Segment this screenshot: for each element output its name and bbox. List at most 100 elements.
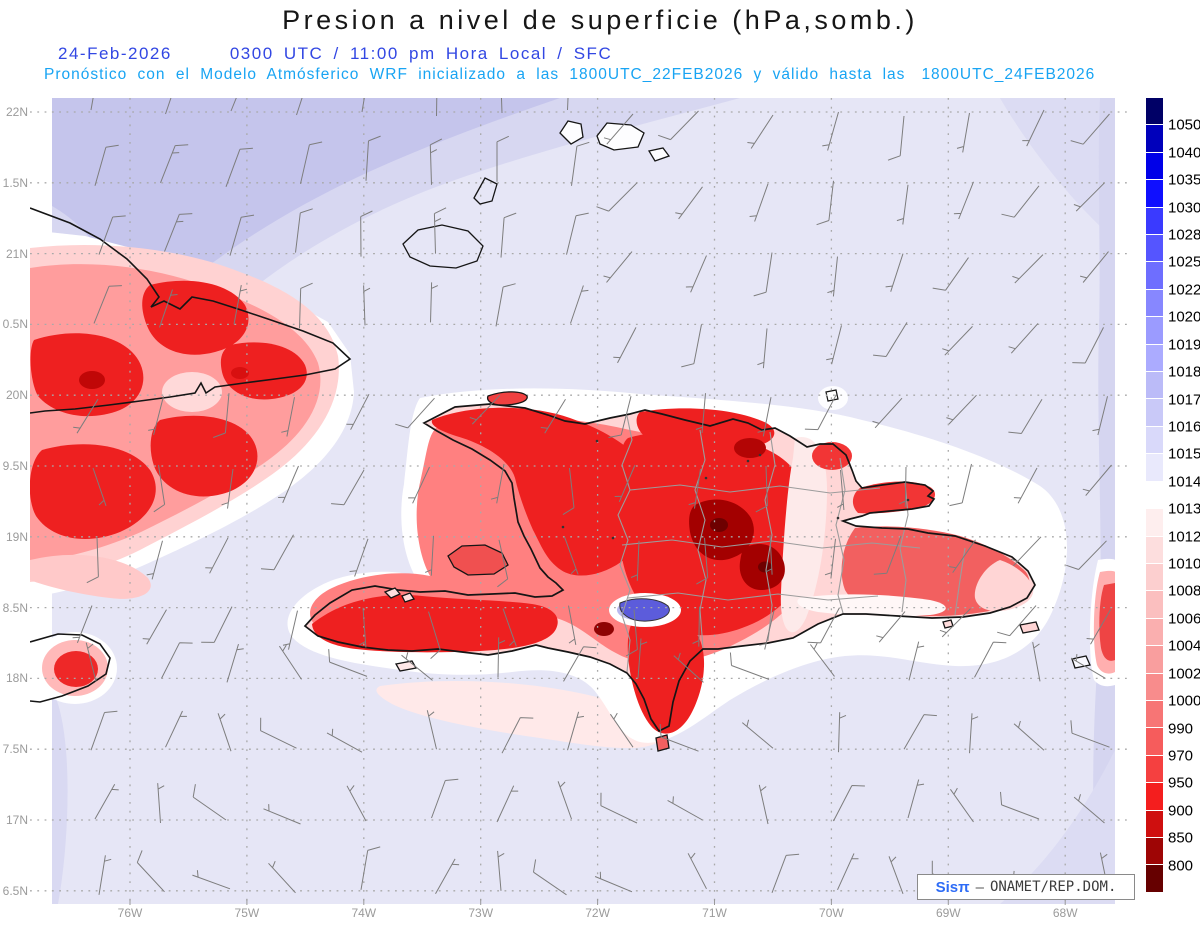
colorbar-value: 1020 xyxy=(1168,308,1200,326)
wind-barb xyxy=(804,393,837,431)
lat-tick-label: 21N xyxy=(5,246,28,261)
colorbar-segment xyxy=(1146,509,1163,537)
time-label: 0300 UTC / 11:00 pm Hora Local / SFC xyxy=(229,44,613,63)
wind-barb xyxy=(1082,464,1112,496)
wind-barb xyxy=(749,183,769,222)
wind-barb xyxy=(759,610,775,650)
terrain-specks xyxy=(561,439,910,540)
wind-barb xyxy=(696,537,709,585)
wind-barb xyxy=(692,606,700,647)
wind-barb xyxy=(603,251,633,283)
wind-barb xyxy=(567,711,584,751)
wind-barb xyxy=(757,397,772,437)
wind-barb xyxy=(159,289,178,328)
credit-separator: – xyxy=(975,878,984,896)
colorbar-value: 850 xyxy=(1168,829,1194,847)
colorbar-segment xyxy=(1146,426,1163,455)
wind-barb xyxy=(729,652,770,680)
wind-barb xyxy=(567,98,569,111)
wind-barb xyxy=(221,468,234,509)
wind-barb xyxy=(1070,113,1110,145)
wind-barb xyxy=(625,609,638,657)
forecast-line: Pronóstico con el Modelo Atmósferico WRF… xyxy=(44,66,1095,84)
wind-barb xyxy=(469,394,501,425)
island-cayemites-2 xyxy=(401,592,416,603)
wind-barb xyxy=(898,466,907,508)
wind-barb xyxy=(142,609,167,645)
colorbar-value: 1008 xyxy=(1168,582,1200,600)
wind-barb xyxy=(217,713,232,752)
pressure-shading-cuba xyxy=(30,230,354,599)
wind-barb xyxy=(974,641,1007,678)
wind-barb xyxy=(876,611,906,643)
wind-barb xyxy=(932,257,969,291)
credit-org: ONAMET/REP.DOM. xyxy=(989,879,1117,895)
wind-barb xyxy=(637,638,648,679)
wind-barb xyxy=(425,535,434,576)
wind-barb xyxy=(755,465,768,513)
wind-barb xyxy=(658,110,699,141)
wind-barb xyxy=(816,180,834,226)
wind-barb xyxy=(161,642,193,679)
pressure-strip-right-edge xyxy=(1089,558,1115,687)
coastline-jamaica xyxy=(30,633,111,703)
wind-barb xyxy=(747,114,774,149)
wind-barb xyxy=(630,540,640,581)
wind-barb xyxy=(908,641,925,681)
wind-barb xyxy=(533,859,567,896)
wind-barb xyxy=(72,605,93,643)
wind-barb xyxy=(160,144,189,183)
colorbar-segment xyxy=(1146,755,1163,784)
colorbar-value: 1030 xyxy=(1168,199,1200,217)
lon-tick-label: 73W xyxy=(468,906,494,920)
wind-barb xyxy=(98,855,112,895)
wind-barb xyxy=(608,396,632,438)
colorbar-segment xyxy=(1146,399,1163,427)
wind-barb xyxy=(827,256,838,297)
colorbar-value: 1006 xyxy=(1168,610,1200,628)
wind-barb xyxy=(359,607,367,648)
wind-barb xyxy=(953,181,974,220)
wind-barb xyxy=(824,538,836,579)
colorbar-segment xyxy=(1146,98,1163,126)
island-west-caicos xyxy=(559,120,584,145)
island-grand-turk xyxy=(825,389,839,402)
wind-barb xyxy=(659,723,699,752)
wind-barb xyxy=(1070,720,1110,748)
wind-barb xyxy=(395,397,435,429)
lat-tick-label: 0.5N xyxy=(2,317,28,332)
wind-barb xyxy=(1079,251,1109,283)
wind-barb xyxy=(98,215,126,255)
pressure-shading-jamaica xyxy=(33,632,117,704)
wind-barbs xyxy=(72,98,1112,896)
wind-barb xyxy=(753,252,773,297)
wind-barb xyxy=(873,535,902,575)
colorbar-segment xyxy=(1146,289,1163,318)
wind-barb xyxy=(90,710,118,751)
wind-barb xyxy=(73,398,99,434)
island-little-inagua xyxy=(473,177,498,205)
colorbar-segment xyxy=(1146,125,1163,153)
island-middle-caicos xyxy=(596,122,645,151)
colorbar-segment xyxy=(1146,783,1163,811)
credit-box: Sisπ – ONAMET/REP.DOM. xyxy=(917,874,1135,900)
wind-barb xyxy=(838,712,847,753)
wind-barb xyxy=(939,608,971,638)
wind-barb xyxy=(500,212,517,258)
wind-barb xyxy=(146,540,163,580)
wind-barb xyxy=(226,643,244,683)
wind-barb xyxy=(153,464,166,513)
wind-barb xyxy=(136,850,165,893)
wind-barb xyxy=(426,710,437,750)
colorbar-segment xyxy=(1146,700,1163,729)
wind-barb xyxy=(687,852,707,890)
pressure-shading-hispaniola xyxy=(287,388,1068,743)
wind-barb xyxy=(810,642,835,677)
wind-barb xyxy=(260,534,294,571)
lat-tick-label: 1.5N xyxy=(2,175,28,190)
wind-barb xyxy=(502,608,517,647)
wind-barb xyxy=(600,792,638,824)
colorbar-value: 1019 xyxy=(1168,336,1200,354)
wind-barb xyxy=(568,605,577,645)
